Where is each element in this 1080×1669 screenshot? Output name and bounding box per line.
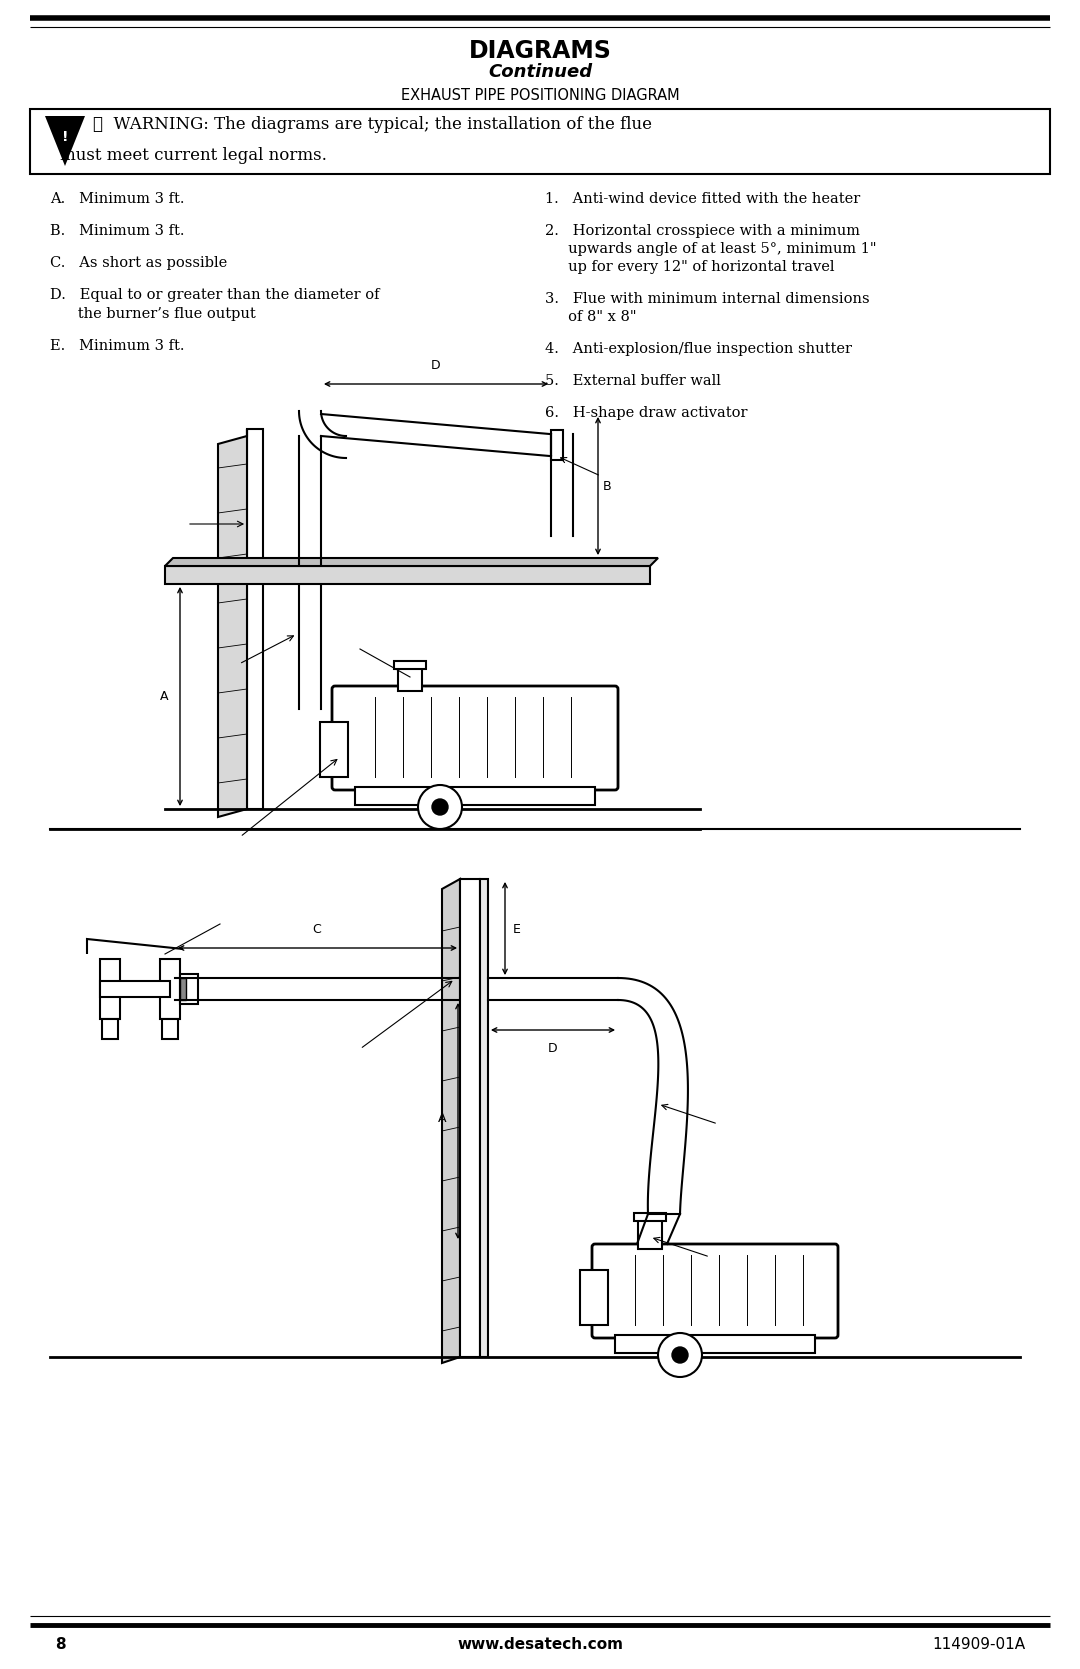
Text: up for every 12" of horizontal travel: up for every 12" of horizontal travel	[545, 260, 835, 274]
Text: Continued: Continued	[488, 63, 592, 82]
Text: D: D	[549, 1041, 557, 1055]
Text: 2.   Horizontal crosspiece with a minimum: 2. Horizontal crosspiece with a minimum	[545, 224, 860, 239]
Bar	[165, 566, 650, 584]
Text: C: C	[312, 923, 322, 936]
Bar	[350, 689, 600, 783]
Bar	[480, 880, 488, 1357]
Text: B.   Minimum 3 ft.: B. Minimum 3 ft.	[50, 224, 185, 239]
Text: 8: 8	[55, 1637, 66, 1652]
Bar	[634, 1213, 666, 1222]
Bar	[580, 1270, 608, 1325]
Bar	[180, 975, 198, 1005]
Text: B: B	[603, 479, 611, 492]
Polygon shape	[442, 880, 460, 1364]
Bar	[394, 661, 426, 669]
Text: 6.   H-shape draw activator: 6. H-shape draw activator	[545, 406, 747, 421]
Text: ⚠  WARNING: The diagrams are typical; the installation of the flue: ⚠ WARNING: The diagrams are typical; the…	[93, 117, 652, 134]
Bar	[160, 960, 180, 1020]
Bar	[100, 960, 120, 1020]
Bar	[162, 1020, 178, 1040]
Text: E: E	[513, 923, 521, 936]
Text: !: !	[62, 130, 68, 144]
Text: the burner’s flue output: the burner’s flue output	[50, 307, 256, 320]
Text: 5.   External buffer wall: 5. External buffer wall	[545, 374, 720, 387]
Bar	[355, 788, 595, 804]
Text: 114909-01A: 114909-01A	[932, 1637, 1025, 1652]
Text: A.   Minimum 3 ft.: A. Minimum 3 ft.	[50, 192, 185, 205]
Bar	[551, 431, 563, 461]
Text: E.   Minimum 3 ft.: E. Minimum 3 ft.	[50, 339, 185, 354]
Bar	[638, 1218, 662, 1248]
Bar	[247, 429, 264, 809]
Text: must meet current legal norms.: must meet current legal norms.	[60, 147, 327, 164]
Polygon shape	[218, 429, 247, 818]
Polygon shape	[165, 557, 658, 566]
Bar	[320, 723, 348, 778]
Bar	[180, 978, 186, 1000]
Text: 3.   Flue with minimum internal dimensions: 3. Flue with minimum internal dimensions	[545, 292, 869, 305]
Text: 1.   Anti-wind device fitted with the heater: 1. Anti-wind device fitted with the heat…	[545, 192, 861, 205]
Text: C.   As short as possible: C. As short as possible	[50, 255, 227, 270]
Text: of 8" x 8": of 8" x 8"	[545, 310, 636, 324]
Bar	[399, 666, 422, 691]
Text: EXHAUST PIPE POSITIONING DIAGRAM: EXHAUST PIPE POSITIONING DIAGRAM	[401, 88, 679, 103]
Bar	[615, 1335, 815, 1354]
Circle shape	[672, 1347, 688, 1364]
Polygon shape	[45, 117, 85, 165]
Bar	[460, 880, 480, 1357]
Text: D.   Equal to or greater than the diameter of: D. Equal to or greater than the diameter…	[50, 289, 379, 302]
Text: 4.   Anti-explosion/flue inspection shutter: 4. Anti-explosion/flue inspection shutte…	[545, 342, 852, 355]
Text: D: D	[431, 359, 441, 372]
Text: DIAGRAMS: DIAGRAMS	[469, 38, 611, 63]
Text: upwards angle of at least 5°, minimum 1": upwards angle of at least 5°, minimum 1"	[545, 242, 877, 255]
FancyBboxPatch shape	[30, 108, 1050, 174]
Circle shape	[658, 1334, 702, 1377]
Circle shape	[432, 799, 448, 814]
Text: www.desatech.com: www.desatech.com	[457, 1637, 623, 1652]
Text: A: A	[437, 1112, 446, 1125]
FancyBboxPatch shape	[332, 686, 618, 789]
Bar	[100, 981, 170, 996]
Bar	[102, 1020, 118, 1040]
Text: A: A	[160, 691, 168, 704]
Circle shape	[418, 784, 462, 829]
FancyBboxPatch shape	[592, 1243, 838, 1339]
